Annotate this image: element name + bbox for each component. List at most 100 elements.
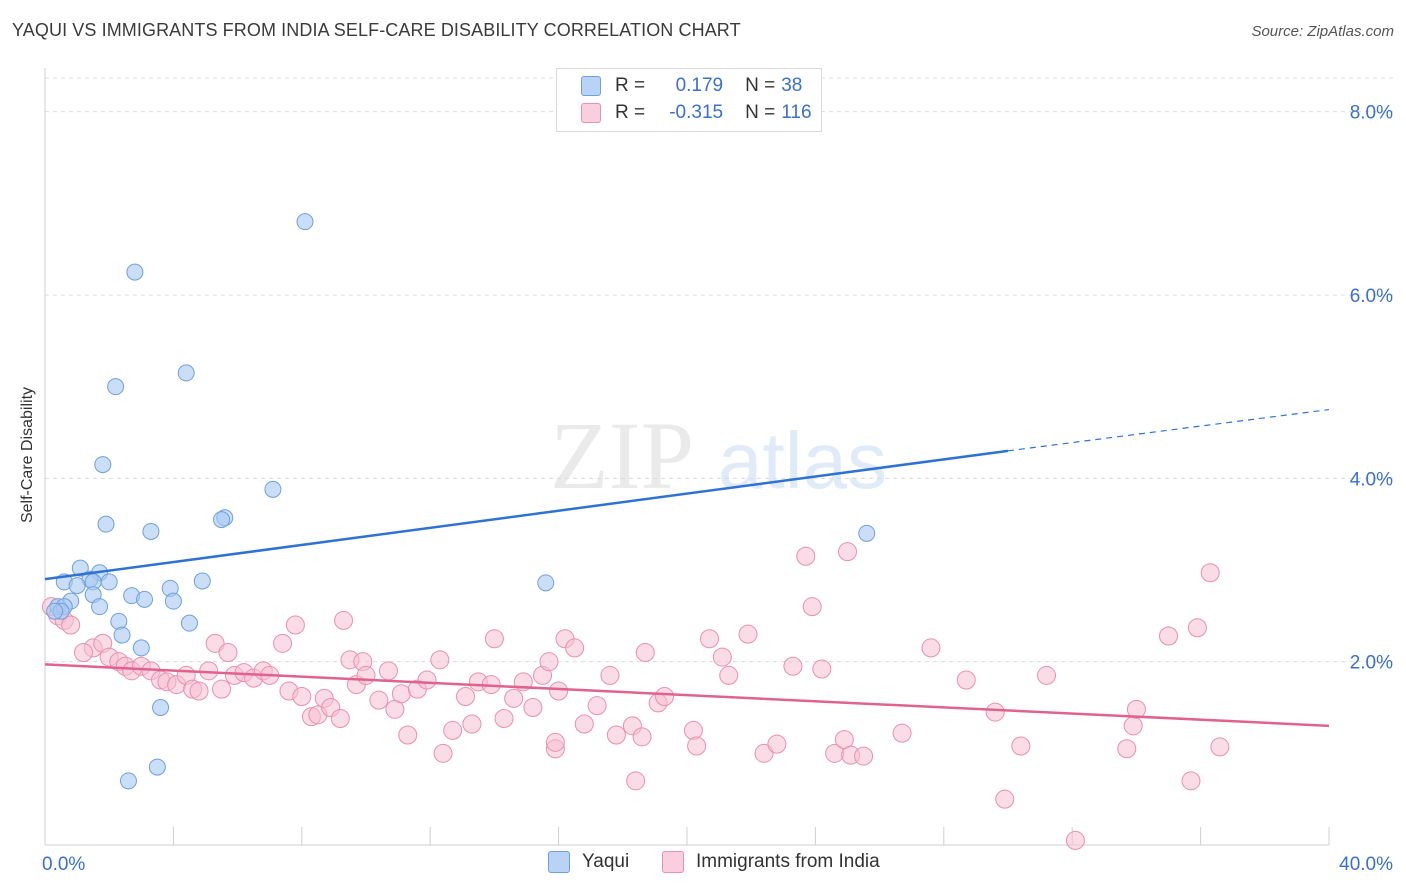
point-india: [484, 629, 504, 649]
point-india: [462, 714, 482, 734]
stats-legend: R = 0.179 N = 38 R = -0.315 N = 116: [556, 68, 822, 132]
trend-line-yaqui: [44, 449, 1009, 581]
point-yaqui: [213, 511, 231, 529]
point-india: [796, 546, 816, 566]
legend-row-india: R = -0.315 N = 116: [581, 101, 812, 125]
point-yaqui: [46, 602, 64, 620]
legend-r-value: 0.179: [675, 75, 724, 96]
point-india: [767, 734, 787, 754]
point-india: [456, 687, 476, 706]
point-india: [285, 615, 305, 635]
point-india: [565, 638, 585, 658]
point-india: [218, 643, 238, 662]
source-credit: Source: ZipAtlas.com: [1251, 23, 1394, 40]
point-india: [1200, 563, 1220, 583]
series-yaqui-points: [46, 213, 876, 790]
point-yaqui: [71, 559, 89, 577]
point-india: [205, 633, 225, 653]
chart-title: YAQUI VS IMMIGRANTS FROM INDIA SELF-CARE…: [12, 20, 741, 40]
point-india: [812, 659, 832, 679]
x-tick-label-max: 40.0%: [1339, 854, 1393, 875]
point-india: [683, 720, 703, 740]
watermark-zip: ZIP: [550, 402, 694, 509]
y-tick-label: 2.0%: [1350, 653, 1393, 674]
point-india: [1126, 699, 1146, 719]
point-india: [334, 610, 354, 630]
point-yaqui: [126, 263, 144, 281]
legend-item-yaqui: Yaqui: [548, 851, 629, 873]
point-india: [523, 698, 543, 717]
point-india: [985, 702, 1005, 722]
point-india: [443, 720, 463, 740]
legend-swatch-india: [581, 103, 601, 123]
legend-r-value: -0.315: [669, 102, 724, 123]
legend-r-label: R =: [615, 75, 646, 96]
watermark-atlas: atlas: [718, 416, 887, 505]
point-india: [378, 661, 398, 681]
point-india: [504, 688, 524, 708]
point-india: [1117, 739, 1137, 759]
point-yaqui: [180, 614, 198, 632]
point-india: [292, 687, 312, 706]
point-india: [330, 709, 350, 728]
point-yaqui: [113, 626, 131, 644]
point-india: [838, 542, 857, 562]
point-india: [356, 665, 376, 685]
point-india: [430, 650, 450, 670]
legend-swatch-india: [662, 851, 684, 873]
point-india: [699, 629, 719, 649]
legend-n-label: N =: [745, 102, 776, 123]
point-india: [1187, 618, 1207, 638]
point-yaqui: [119, 772, 137, 790]
tick-labels: 2.0% 4.0% 6.0% 8.0% 0.0% 40.0%: [42, 103, 1393, 875]
point-india: [632, 727, 652, 747]
point-india: [417, 670, 437, 690]
point-india: [738, 624, 758, 644]
point-india: [995, 789, 1015, 809]
point-yaqui: [100, 573, 118, 591]
trend-lines: [44, 408, 1330, 728]
legend-n-value: 116: [781, 102, 812, 123]
point-india: [921, 638, 941, 658]
point-india: [719, 665, 739, 685]
point-yaqui: [264, 480, 282, 498]
point-india: [1210, 737, 1230, 757]
point-india: [273, 633, 293, 653]
series-legend: Yaqui Immigrants from India: [0, 851, 1406, 877]
point-yaqui: [296, 213, 314, 231]
y-tick-label: 4.0%: [1350, 469, 1393, 490]
point-india: [494, 709, 514, 728]
legend-item-india: Immigrants from India: [662, 851, 880, 873]
point-india: [754, 743, 774, 763]
point-yaqui: [136, 590, 154, 608]
point-india: [369, 690, 389, 710]
point-india: [687, 736, 707, 756]
point-yaqui: [97, 515, 115, 533]
trend-line-india: [44, 663, 1330, 728]
point-india: [1123, 716, 1143, 736]
x-tick-label-min: 0.0%: [42, 854, 85, 875]
point-india: [956, 670, 976, 690]
point-india: [1011, 736, 1031, 756]
point-india: [1065, 830, 1085, 850]
point-yaqui: [164, 592, 182, 610]
legend-n-value: 38: [781, 75, 803, 96]
point-india: [600, 665, 620, 685]
point-yaqui: [177, 364, 195, 382]
point-india: [587, 696, 607, 716]
point-india: [712, 647, 732, 667]
point-india: [212, 679, 232, 699]
point-yaqui: [68, 577, 86, 595]
point-india: [391, 684, 411, 704]
point-yaqui: [148, 758, 166, 776]
point-india: [398, 725, 418, 745]
point-india: [655, 687, 675, 706]
series-india-points: [41, 542, 1230, 850]
y-tick-label: 6.0%: [1350, 286, 1393, 307]
point-india: [854, 746, 874, 766]
point-india: [539, 652, 559, 672]
point-yaqui: [152, 699, 170, 716]
point-india: [549, 681, 569, 701]
legend-swatch-yaqui: [548, 851, 570, 873]
